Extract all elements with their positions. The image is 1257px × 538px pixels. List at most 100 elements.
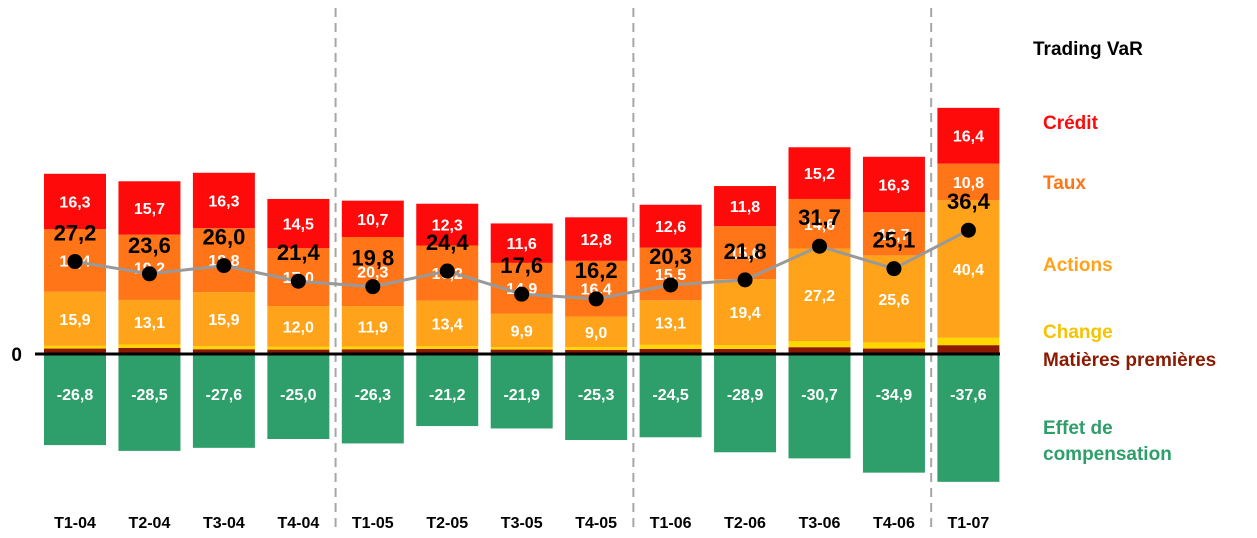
bar-change-t1-06 [639, 344, 702, 349]
data-label-credit-t2-05: 12,3 [432, 218, 463, 235]
bar-effet-de-compensation-t3-06 [788, 354, 851, 459]
trading-var-point-t1-07 [960, 222, 976, 238]
x-tick-label-t3-04: T3-04 [203, 515, 245, 532]
bar-credit-t2-04 [118, 181, 181, 235]
bar-change-t3-04 [192, 346, 255, 350]
bar-change-t3-06 [788, 341, 851, 348]
bar-change-t1-04 [44, 345, 106, 349]
data-label-credit-t3-04: 16,3 [208, 193, 239, 210]
bar-effet-de-compensation-t2-05 [416, 354, 479, 427]
bar-matieres-premieres-t1-07 [937, 345, 1000, 354]
trading-var-point-t1-05 [365, 279, 381, 295]
bar-credit-t3-04 [192, 172, 255, 229]
trading-var-point-t3-05 [514, 286, 530, 302]
bar-taux-t4-06 [862, 212, 925, 256]
bar-effet-de-compensation-t4-05 [565, 354, 628, 441]
trading-var-label-t3-04: 26,0 [202, 225, 245, 250]
legend-change: Change [1043, 322, 1113, 343]
bar-actions-t4-05 [565, 316, 628, 348]
data-label-effet-de-compensation-t1-05: -26,3 [355, 387, 392, 404]
data-label-actions-t1-07: 40,4 [953, 262, 984, 279]
data-label-actions-t2-05: 13,4 [432, 316, 463, 333]
data-label-effet-de-compensation-t2-06: -28,9 [727, 387, 764, 404]
trading-var-point-t4-06 [886, 261, 902, 277]
data-label-actions-t1-06: 13,1 [655, 316, 686, 333]
data-label-taux-t1-05: 20,3 [357, 265, 388, 282]
data-label-actions-t4-05: 9,0 [585, 325, 607, 342]
zero-axis-label: 0 [11, 345, 22, 366]
data-label-effet-de-compensation-t1-04: -26,8 [57, 387, 94, 404]
x-tick-label-t2-04: T2-04 [129, 515, 171, 532]
data-label-credit-t3-05: 11,6 [507, 236, 537, 253]
x-tick-label-t4-04: T4-04 [277, 515, 319, 532]
bar-credit-t3-06 [788, 147, 851, 199]
legend-trading-var: Trading VaR [1033, 39, 1143, 60]
bar-credit-t1-04 [44, 173, 106, 230]
bar-actions-t3-05 [490, 313, 553, 348]
data-label-effet-de-compensation-t3-05: -21,9 [503, 387, 540, 404]
bar-actions-t1-04 [44, 291, 106, 346]
bar-credit-t2-05 [416, 203, 479, 246]
trading-var-point-t4-04 [290, 273, 306, 289]
data-label-taux-t1-06: 15,5 [655, 267, 686, 284]
data-label-actions-t1-04: 15,9 [59, 312, 90, 329]
x-tick-label-t3-06: T3-06 [799, 515, 841, 532]
trading-var-point-t3-06 [812, 238, 827, 254]
bar-credit-t2-06 [714, 186, 777, 227]
x-tick-label-t1-07: T1-07 [948, 515, 990, 532]
bar-taux-t1-07 [937, 163, 1000, 201]
bar-change-t2-06 [714, 345, 777, 349]
bar-actions-t3-04 [192, 292, 255, 347]
bar-credit-t4-05 [565, 217, 628, 261]
bar-effet-de-compensation-t1-07 [937, 354, 1000, 482]
trading-var-label-t4-04: 21,4 [277, 240, 321, 265]
trading-var-label-t3-06: 31,7 [798, 205, 841, 230]
legend-effet-de-compensation-line1: Effet de [1043, 418, 1113, 439]
bar-actions-t4-04 [267, 306, 330, 347]
data-label-actions-t3-06: 27,2 [804, 288, 835, 305]
bar-matieres-premieres-t1-04 [44, 348, 106, 354]
bar-actions-t2-06 [714, 279, 777, 346]
bar-effet-de-compensation-t1-06 [639, 354, 702, 438]
bar-effet-de-compensation-t2-04 [118, 354, 181, 451]
bar-taux-t1-05 [341, 237, 404, 307]
trading-var-point-t4-05 [588, 291, 604, 307]
bar-change-t3-05 [490, 347, 553, 350]
data-label-actions-t2-06: 19,4 [729, 305, 760, 322]
data-label-effet-de-compensation-t2-05: -21,2 [429, 387, 466, 404]
bar-effet-de-compensation-t2-06 [714, 354, 777, 453]
bar-actions-t2-05 [416, 300, 479, 347]
trading-var-label-t2-04: 23,6 [128, 233, 171, 258]
x-tick-label-t1-05: T1-05 [352, 515, 394, 532]
trading-var-label-t2-05: 24,4 [426, 230, 470, 255]
bar-matieres-premieres-t1-06 [639, 348, 702, 354]
x-tick-label-t1-06: T1-06 [650, 515, 692, 532]
bar-effet-de-compensation-t3-04 [192, 354, 255, 448]
data-label-credit-t2-06: 11,8 [730, 199, 760, 216]
legend-taux: Taux [1043, 173, 1086, 194]
data-label-taux-t3-06: 14,6 [804, 217, 835, 234]
data-label-taux-t2-06: 15,6 [729, 246, 760, 263]
trading-var-label-t1-07: 36,4 [947, 189, 991, 214]
data-label-effet-de-compensation-t4-06: -34,9 [876, 387, 913, 404]
trading-var-label-t1-06: 20,3 [649, 244, 692, 269]
data-label-taux-t4-05: 16,4 [581, 282, 612, 299]
bar-effet-de-compensation-t4-04 [267, 354, 330, 439]
data-label-effet-de-compensation-t3-06: -30,7 [801, 387, 838, 404]
bar-actions-t2-04 [118, 299, 181, 345]
bar-matieres-premieres-t3-05 [490, 349, 553, 354]
trading-var-label-t2-06: 21,8 [724, 239, 767, 264]
bar-change-t2-05 [416, 346, 479, 349]
bar-credit-t4-04 [267, 198, 330, 249]
bar-effet-de-compensation-t4-06 [862, 354, 925, 473]
bar-matieres-premieres-t4-06 [862, 348, 925, 354]
bar-credit-t1-05 [341, 200, 404, 238]
bar-matieres-premieres-t2-04 [118, 347, 181, 354]
trading-var-label-t4-05: 16,2 [575, 258, 618, 283]
data-label-credit-t1-07: 16,4 [953, 129, 984, 146]
data-label-actions-t4-04: 12,0 [283, 319, 314, 336]
trading-var-label-t4-06: 25,1 [873, 228, 916, 253]
legend-credit: Crédit [1043, 113, 1099, 134]
data-label-actions-t2-04: 13,1 [134, 315, 165, 332]
data-label-effet-de-compensation-t1-06: -24,5 [652, 387, 689, 404]
